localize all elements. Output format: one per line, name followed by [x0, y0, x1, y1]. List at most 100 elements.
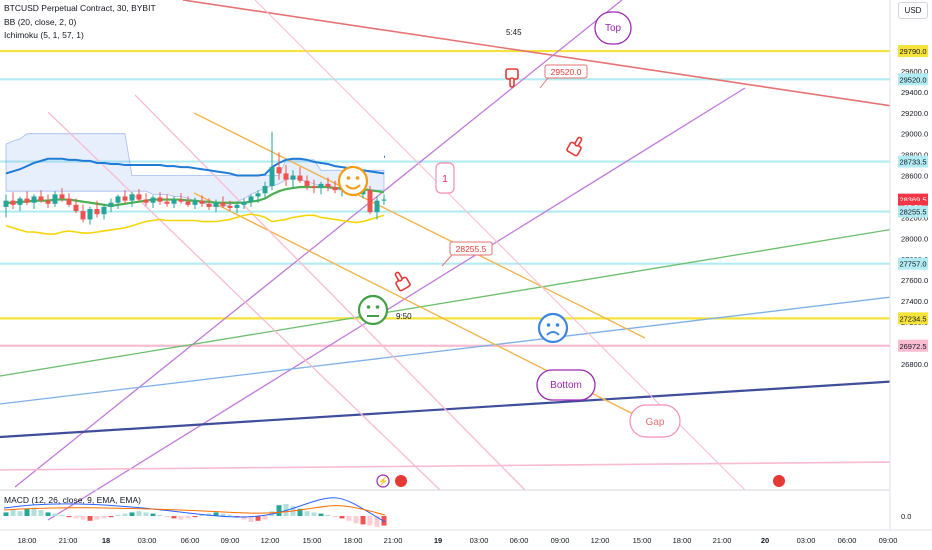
candle-body	[311, 185, 317, 189]
candle-body	[171, 199, 177, 204]
macd-histogram-bar	[52, 513, 58, 516]
candle	[248, 194, 254, 207]
macd-histogram-bar	[255, 516, 261, 521]
ichimoku-legend[interactable]: Ichimoku (5, 1, 57, 1)	[4, 30, 84, 40]
candle-body	[59, 194, 65, 199]
candle-body	[297, 175, 303, 181]
time-tick-label: 21:00	[59, 536, 78, 545]
price-tick-label: 29000.0	[901, 130, 928, 139]
lightning-event-icon	[376, 474, 390, 488]
face-outline	[357, 294, 389, 326]
macd-histogram-bar	[381, 516, 387, 526]
macd-histogram-bar	[38, 510, 44, 516]
price-label-text: 27757.0	[899, 260, 926, 269]
candle	[318, 181, 324, 195]
price-label-text: 27234.5	[899, 314, 926, 323]
time-tick-label: 03:00	[138, 536, 157, 545]
candle-body	[367, 190, 373, 213]
candle	[31, 194, 37, 209]
candle	[311, 179, 317, 194]
candle	[297, 167, 303, 183]
time-note: 9:50	[396, 312, 412, 321]
price-note-box	[544, 64, 588, 79]
candle	[143, 193, 149, 206]
candle-body	[66, 198, 72, 205]
candle	[80, 204, 86, 223]
time-tick-label: 18:00	[344, 536, 363, 545]
candle-body	[31, 196, 37, 203]
candle	[66, 193, 72, 207]
macd-histogram-bar	[192, 516, 198, 518]
candle-body	[199, 200, 205, 204]
candle-body	[115, 196, 121, 203]
macd-histogram-bar	[94, 516, 100, 520]
trend-line	[0, 227, 901, 377]
macd-histogram-bar	[227, 514, 233, 516]
hand-finger	[394, 271, 403, 282]
macd-histogram-bar	[185, 516, 191, 519]
candle	[115, 194, 121, 209]
candle-body	[87, 208, 93, 220]
bb-legend[interactable]: BB (20, close, 2, 0)	[4, 17, 77, 27]
candle-body	[227, 205, 233, 208]
face-eye	[555, 323, 560, 327]
time-tick-label: 18	[102, 536, 110, 545]
time-tick-label: 15:00	[633, 536, 652, 545]
top-callout-bubble	[594, 11, 632, 45]
candle-body	[262, 185, 268, 194]
candle-body	[374, 200, 380, 213]
candle	[157, 192, 163, 205]
symbol-legend[interactable]: BTCUSD Perpetual Contract, 30, BYBIT	[4, 3, 156, 13]
candle	[185, 196, 191, 207]
trend-line	[47, 87, 746, 521]
candle	[262, 181, 268, 199]
price-label-text: 29790.0	[899, 47, 926, 56]
candle-body	[24, 198, 30, 203]
macd-histogram-bar	[374, 516, 380, 527]
candle-body	[220, 202, 226, 206]
time-tick-label: 09:00	[551, 536, 570, 545]
price-label-text: 28255.5	[899, 208, 926, 217]
candle	[276, 152, 282, 180]
candle	[94, 200, 100, 218]
macd-histogram-bar	[59, 514, 65, 516]
macd-histogram-bar	[353, 516, 359, 524]
candle-body	[269, 167, 275, 186]
trend-line	[134, 94, 526, 491]
macd-histogram-bar	[66, 516, 72, 518]
bb-lower-line	[5, 213, 385, 235]
macd-legend[interactable]: MACD (12, 26, close, 9, EMA, EMA)	[4, 495, 141, 505]
macd-histogram-bar	[24, 508, 30, 516]
price-tick-label: 27400.0	[901, 297, 928, 306]
number-callout-text: 1	[442, 174, 448, 185]
hand-finger	[574, 136, 583, 147]
candle-body	[3, 200, 9, 207]
us-flag-event-icon	[773, 475, 785, 487]
trend-line	[47, 111, 441, 491]
macd-histogram-bar	[3, 512, 9, 516]
candle	[129, 192, 135, 207]
candle	[269, 131, 275, 191]
macd-histogram-bar	[297, 508, 303, 516]
macd-histogram-bar	[332, 516, 338, 518]
candle	[59, 188, 65, 202]
candle-body	[101, 206, 107, 215]
time-tick-label: 03:00	[797, 536, 816, 545]
candle	[192, 197, 198, 209]
price-label-tag	[898, 339, 928, 352]
time-tick-label: 20	[761, 536, 769, 545]
candle-body	[122, 196, 128, 201]
face-mouth	[546, 331, 560, 336]
macd-histogram-bar	[171, 516, 177, 519]
pointing-up-hand-icon	[394, 271, 411, 292]
macd-histogram-bar	[10, 510, 16, 516]
macd-histogram-bar	[318, 513, 324, 516]
candle-body	[73, 204, 79, 212]
currency-button[interactable]: USD	[898, 2, 928, 19]
macd-histogram-bar	[311, 512, 317, 516]
candle	[178, 193, 184, 204]
macd-histogram-bar	[122, 513, 128, 516]
signal-line	[3, 505, 386, 516]
